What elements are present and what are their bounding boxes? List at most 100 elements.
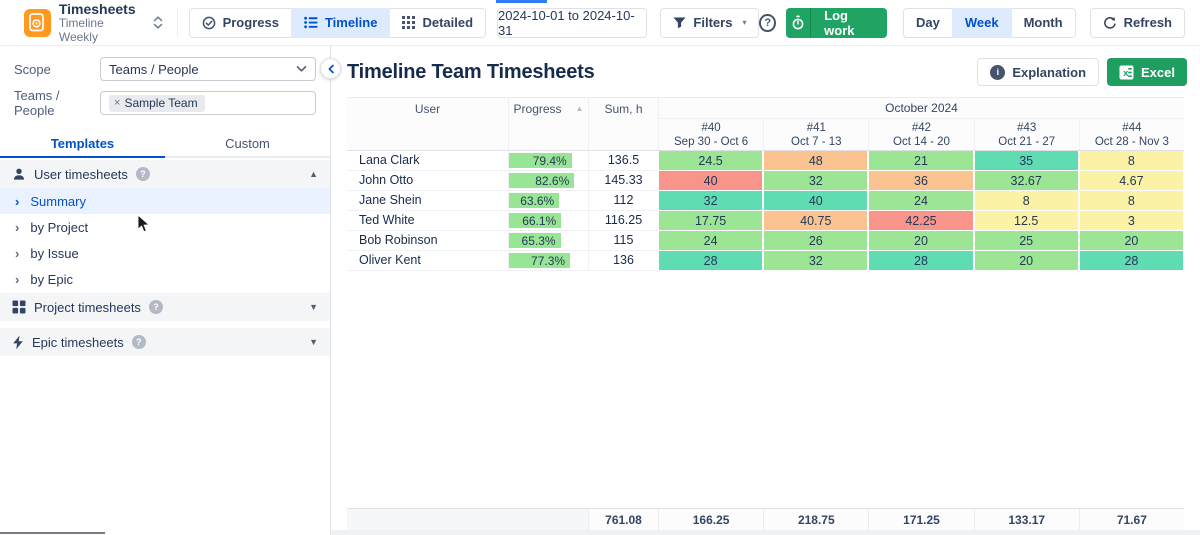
info-icon: i (990, 64, 1006, 80)
date-range-input[interactable]: 2024-10-01 to 2024-10-31 (497, 7, 648, 38)
timesheet-cell-value: 42.25 (869, 211, 973, 230)
timesheet-week-cell[interactable]: 40 (763, 191, 868, 211)
timesheet-cell-value: 8 (1079, 191, 1183, 210)
sum-cell: 136 (588, 251, 658, 271)
timesheet-week-cell[interactable]: 28 (868, 251, 973, 271)
timesheet-week-cell[interactable]: 32 (763, 171, 868, 191)
column-header-sum[interactable]: Sum, h (588, 98, 658, 150)
tab-templates[interactable]: Templates (0, 131, 165, 158)
log-work-button[interactable]: Log work (786, 7, 887, 38)
section-user-timesheets[interactable]: User timesheets ? ▲ (0, 160, 330, 188)
scope-select[interactable]: Teams / People (100, 57, 316, 81)
svg-text:x: x (1123, 68, 1129, 79)
tab-timeline[interactable]: Timeline (290, 7, 391, 38)
timesheet-cell-value: 40.75 (764, 211, 868, 230)
expand-section-icon[interactable]: ▼ (309, 302, 318, 312)
collapse-section-icon[interactable]: ▲ (309, 169, 318, 179)
log-work-label: Log work (824, 7, 855, 38)
timesheet-week-cell[interactable]: 24 (658, 231, 763, 251)
timesheet-week-cell[interactable]: 32 (658, 191, 763, 211)
timesheet-week-cell[interactable]: 28 (1079, 251, 1184, 271)
timesheet-week-cell[interactable]: 42.25 (868, 211, 973, 231)
tab-custom[interactable]: Custom (225, 136, 270, 151)
section-help-icon[interactable]: ? (135, 167, 150, 181)
timesheet-week-cell[interactable]: 21 (868, 151, 973, 171)
timesheet-week-cell[interactable]: 32 (763, 251, 868, 271)
help-icon[interactable]: ? (759, 13, 776, 32)
section-label: User timesheets (34, 166, 128, 182)
progress-cell: 65.3% (508, 231, 588, 251)
timesheet-cell-value: 48 (764, 151, 868, 170)
horizontal-scrollbar[interactable] (0, 532, 105, 534)
timesheet-week-cell[interactable]: 32.67 (974, 171, 1079, 191)
tab-timeline-label: Timeline (324, 15, 378, 30)
sum-cell: 115 (588, 231, 658, 251)
timesheet-cell-value: 28 (869, 251, 973, 270)
expand-section-icon[interactable]: ▼ (309, 337, 318, 347)
user-name-cell[interactable]: Bob Robinson (347, 231, 508, 251)
timesheet-week-cell[interactable]: 48 (763, 151, 868, 171)
progress-bar: 82.6% (509, 173, 575, 188)
timesheet-week-cell[interactable]: 24 (868, 191, 973, 211)
refresh-button[interactable]: Refresh (1089, 7, 1185, 38)
timesheet-week-cell[interactable]: 8 (1079, 151, 1184, 171)
user-name-cell[interactable]: John Otto (347, 171, 508, 191)
view-mode-week[interactable]: Week (951, 7, 1012, 38)
table-body: Lana Clark 79.4% 136.5 24.5 48 21 35 8 John Otto… (347, 151, 1184, 271)
report-switcher[interactable] (153, 16, 163, 29)
timesheet-week-cell[interactable]: 20 (1079, 231, 1184, 251)
tab-progress[interactable]: Progress (188, 7, 292, 38)
timesheet-week-cell[interactable]: 40.75 (763, 211, 868, 231)
user-name-cell[interactable]: Oliver Kent (347, 251, 508, 271)
timesheet-week-cell[interactable]: 3 (1079, 211, 1184, 231)
view-mode-day[interactable]: Day (903, 7, 953, 38)
sidebar: Scope Teams / People Teams / People × Sa… (0, 46, 330, 535)
timesheet-week-cell[interactable]: 12.5 (974, 211, 1079, 231)
timesheet-week-cell[interactable]: 17.75 (658, 211, 763, 231)
section-help-icon[interactable]: ? (131, 335, 146, 349)
table-scrollbar-track[interactable] (331, 530, 1200, 535)
column-header-progress[interactable]: Progress ▲ (508, 98, 588, 150)
table-row: Bob Robinson 65.3% 115 24 26 20 25 20 (347, 231, 1184, 251)
section-help-icon[interactable]: ? (148, 300, 163, 314)
section-epic-timesheets[interactable]: Epic timesheets ? ▼ (0, 328, 330, 356)
section-project-timesheets[interactable]: Project timesheets ? ▼ (0, 293, 330, 321)
sidebar-item-summary[interactable]: › Summary (0, 188, 330, 214)
sidebar-item-by-issue[interactable]: › by Issue (0, 240, 330, 266)
timesheet-week-cell[interactable]: 36 (868, 171, 973, 191)
column-header-user[interactable]: User (414, 102, 441, 116)
timer-button[interactable] (786, 7, 812, 38)
sidebar-collapse-button[interactable] (320, 58, 341, 79)
view-mode-month[interactable]: Month (1010, 7, 1076, 38)
timesheet-week-cell[interactable]: 8 (1079, 191, 1184, 211)
explanation-button[interactable]: i Explanation (977, 58, 1100, 86)
timesheet-week-cell[interactable]: 35 (974, 151, 1079, 171)
table-row: Oliver Kent 77.3% 136 28 32 28 20 28 (347, 251, 1184, 271)
timesheet-week-cell[interactable]: 25 (974, 231, 1079, 251)
sidebar-item-by-project[interactable]: › by Project (0, 214, 330, 240)
timesheet-week-cell[interactable]: 20 (974, 251, 1079, 271)
filters-button[interactable]: Filters ▾ (660, 7, 760, 38)
timesheet-cell-value: 28 (659, 251, 763, 270)
sidebar-item-by-epic[interactable]: › by Epic (0, 266, 330, 292)
timesheet-week-cell[interactable]: 40 (658, 171, 763, 191)
timesheet-week-cell[interactable]: 24.5 (658, 151, 763, 171)
progress-cell: 82.6% (508, 171, 588, 191)
excel-export-button[interactable]: x Excel (1107, 58, 1187, 86)
teams-people-input[interactable]: × Sample Team (100, 91, 316, 115)
chip-remove-icon[interactable]: × (114, 96, 121, 109)
tab-detailed[interactable]: Detailed (389, 7, 487, 38)
timesheet-week-cell[interactable]: 20 (868, 231, 973, 251)
month-header: October 2024 (658, 98, 1184, 119)
progress-cell: 77.3% (508, 251, 588, 271)
timesheet-week-cell[interactable]: 8 (974, 191, 1079, 211)
user-name-cell[interactable]: Lana Clark (347, 151, 508, 171)
user-name-cell[interactable]: Ted White (347, 211, 508, 231)
timesheet-week-cell[interactable]: 28 (658, 251, 763, 271)
user-name-cell[interactable]: Jane Shein (347, 191, 508, 211)
timesheet-week-cell[interactable]: 4.67 (1079, 171, 1184, 191)
chevron-right-icon: › (15, 271, 20, 287)
timesheet-cell-value: 32 (659, 191, 763, 210)
scope-selected-value: Teams / People (109, 61, 199, 77)
timesheet-week-cell[interactable]: 26 (763, 231, 868, 251)
